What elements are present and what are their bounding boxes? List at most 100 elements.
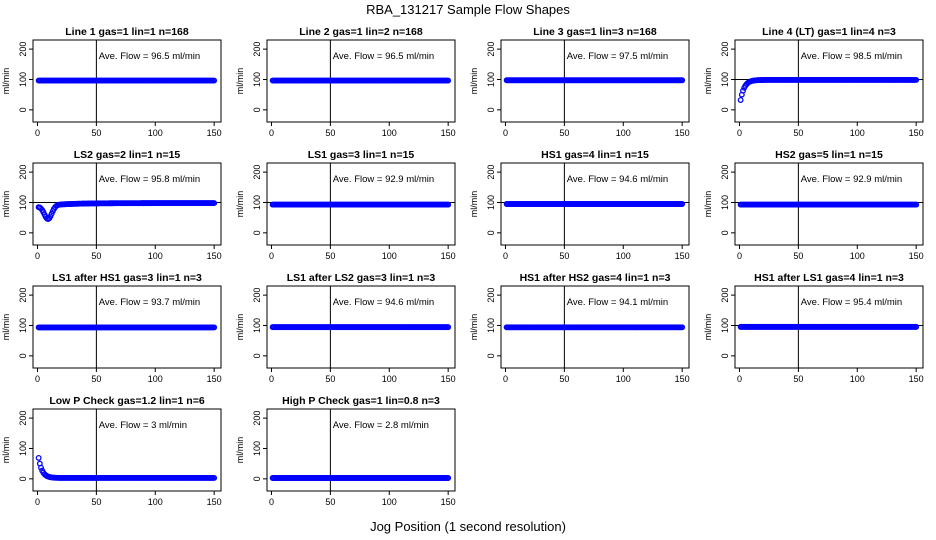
data-series — [737, 76, 920, 103]
plot-frame — [266, 39, 456, 123]
plot-frame — [500, 39, 690, 123]
chart-panel: HS1 after HS2 gas=4 lin=1 n=3 ml/min 0 100 2… — [469, 272, 690, 384]
y-tick-label: 0 — [720, 353, 730, 358]
data-series — [503, 77, 686, 84]
y-tick-label: 100 — [720, 72, 730, 87]
x-tick-label: 100 — [382, 374, 397, 384]
plot-frame — [32, 162, 222, 246]
plot-frame — [266, 162, 456, 246]
y-tick-label: 0 — [252, 230, 262, 235]
x-tick-label: 150 — [441, 497, 456, 507]
data-point — [913, 201, 920, 208]
panel-title: HS1 after LS1 gas=4 lin=1 n=3 — [754, 272, 904, 284]
chart-panel: LS1 gas=3 lin=1 n=15 ml/min 0 100 200 0 50 100 1… — [235, 149, 456, 261]
figure-xlabel: Jog Position (1 second resolution) — [370, 519, 566, 534]
x-tick-label: 150 — [909, 374, 924, 384]
data-series — [35, 454, 218, 481]
panel-title: Line 1 gas=1 lin=1 n=168 — [65, 26, 189, 38]
average-flow-label: Ave. Flow = 92.9 ml/min — [333, 174, 434, 185]
x-tick-label: 0 — [737, 128, 742, 138]
average-flow-label: Ave. Flow = 98.5 ml/min — [801, 51, 902, 62]
x-tick-label: 150 — [441, 128, 456, 138]
average-flow-label: Ave. Flow = 96.5 ml/min — [333, 51, 434, 62]
y-tick-label: 200 — [18, 288, 28, 303]
y-tick-label: 100 — [18, 72, 28, 87]
average-flow-label: Ave. Flow = 95.8 ml/min — [99, 174, 200, 185]
x-tick-label: 50 — [559, 128, 569, 138]
y-axis-label: ml/min — [235, 314, 245, 341]
y-tick-label: 200 — [18, 411, 28, 426]
y-axis-label: ml/min — [1, 68, 11, 95]
y-tick-label: 200 — [486, 288, 496, 303]
data-point — [913, 323, 920, 330]
x-tick-label: 100 — [382, 251, 397, 261]
chart-panel: High P Check gas=1 lin=0.8 n=3 ml/min 0 100… — [235, 395, 456, 507]
y-axis-label: ml/min — [235, 68, 245, 95]
chart-panel: LS1 after LS2 gas=3 lin=1 n=3 ml/min 0 100 2… — [235, 272, 456, 384]
x-tick-label: 100 — [850, 374, 865, 384]
chart-panel: Line 4 (LT) gas=1 lin=4 n=3 ml/min 0 100 200… — [703, 26, 924, 138]
data-point — [35, 454, 42, 461]
plot-frame — [266, 285, 456, 369]
x-tick-label: 50 — [91, 251, 101, 261]
data-point — [913, 76, 920, 83]
y-axis-label: ml/min — [1, 314, 11, 341]
y-axis-label: ml/min — [235, 191, 245, 218]
x-tick-label: 150 — [207, 497, 222, 507]
x-tick-label: 50 — [325, 374, 335, 384]
x-tick-label: 0 — [737, 251, 742, 261]
y-axis-label: ml/min — [1, 191, 11, 218]
y-tick-label: 200 — [720, 288, 730, 303]
y-tick-label: 200 — [720, 165, 730, 180]
chart-panel: LS1 after HS1 gas=3 lin=1 n=3 ml/min 0 100 2… — [1, 272, 222, 384]
x-tick-label: 100 — [148, 128, 163, 138]
data-point — [445, 77, 452, 84]
x-tick-label: 150 — [207, 251, 222, 261]
average-flow-label: Ave. Flow = 94.1 ml/min — [567, 297, 668, 308]
data-point — [737, 97, 744, 103]
y-tick-label: 0 — [720, 230, 730, 235]
x-tick-label: 50 — [793, 128, 803, 138]
chart-panel: HS1 gas=4 lin=1 n=15 ml/min 0 100 200 0 50 100 1… — [469, 149, 690, 261]
x-tick-label: 150 — [207, 374, 222, 384]
x-tick-label: 150 — [441, 251, 456, 261]
x-tick-label: 0 — [269, 251, 274, 261]
data-series — [35, 324, 218, 331]
data-point — [445, 201, 452, 208]
x-tick-label: 100 — [382, 128, 397, 138]
y-tick-label: 200 — [252, 288, 262, 303]
x-tick-label: 100 — [616, 374, 631, 384]
x-tick-label: 0 — [737, 374, 742, 384]
x-tick-label: 50 — [793, 251, 803, 261]
data-series — [269, 77, 452, 84]
y-tick-label: 100 — [486, 72, 496, 87]
x-tick-label: 0 — [503, 374, 508, 384]
chart-panel: HS1 after LS1 gas=4 lin=1 n=3 ml/min 0 100 2… — [703, 272, 924, 384]
plot-frame — [734, 285, 924, 369]
plot-frame — [266, 408, 456, 492]
y-tick-label: 100 — [18, 195, 28, 210]
x-tick-label: 0 — [269, 374, 274, 384]
x-tick-label: 50 — [559, 251, 569, 261]
x-tick-label: 100 — [616, 251, 631, 261]
y-axis-label: ml/min — [235, 437, 245, 464]
y-tick-label: 200 — [486, 42, 496, 57]
y-tick-label: 100 — [720, 318, 730, 333]
y-axis-label: ml/min — [703, 68, 713, 95]
y-axis-label: ml/min — [703, 191, 713, 218]
x-tick-label: 50 — [91, 374, 101, 384]
panel-title: LS1 after HS1 gas=3 lin=1 n=3 — [52, 272, 202, 284]
x-tick-label: 150 — [441, 374, 456, 384]
data-point — [211, 324, 218, 331]
y-tick-label: 200 — [720, 42, 730, 57]
x-tick-label: 100 — [850, 128, 865, 138]
plot-frame — [32, 408, 222, 492]
average-flow-label: Ave. Flow = 95.4 ml/min — [801, 297, 902, 308]
x-tick-label: 50 — [325, 497, 335, 507]
y-axis-label: ml/min — [1, 437, 11, 464]
y-tick-label: 200 — [18, 42, 28, 57]
x-tick-label: 100 — [148, 497, 163, 507]
x-tick-label: 150 — [675, 251, 690, 261]
y-tick-label: 0 — [18, 476, 28, 481]
average-flow-label: Ave. Flow = 93.7 ml/min — [99, 297, 200, 308]
